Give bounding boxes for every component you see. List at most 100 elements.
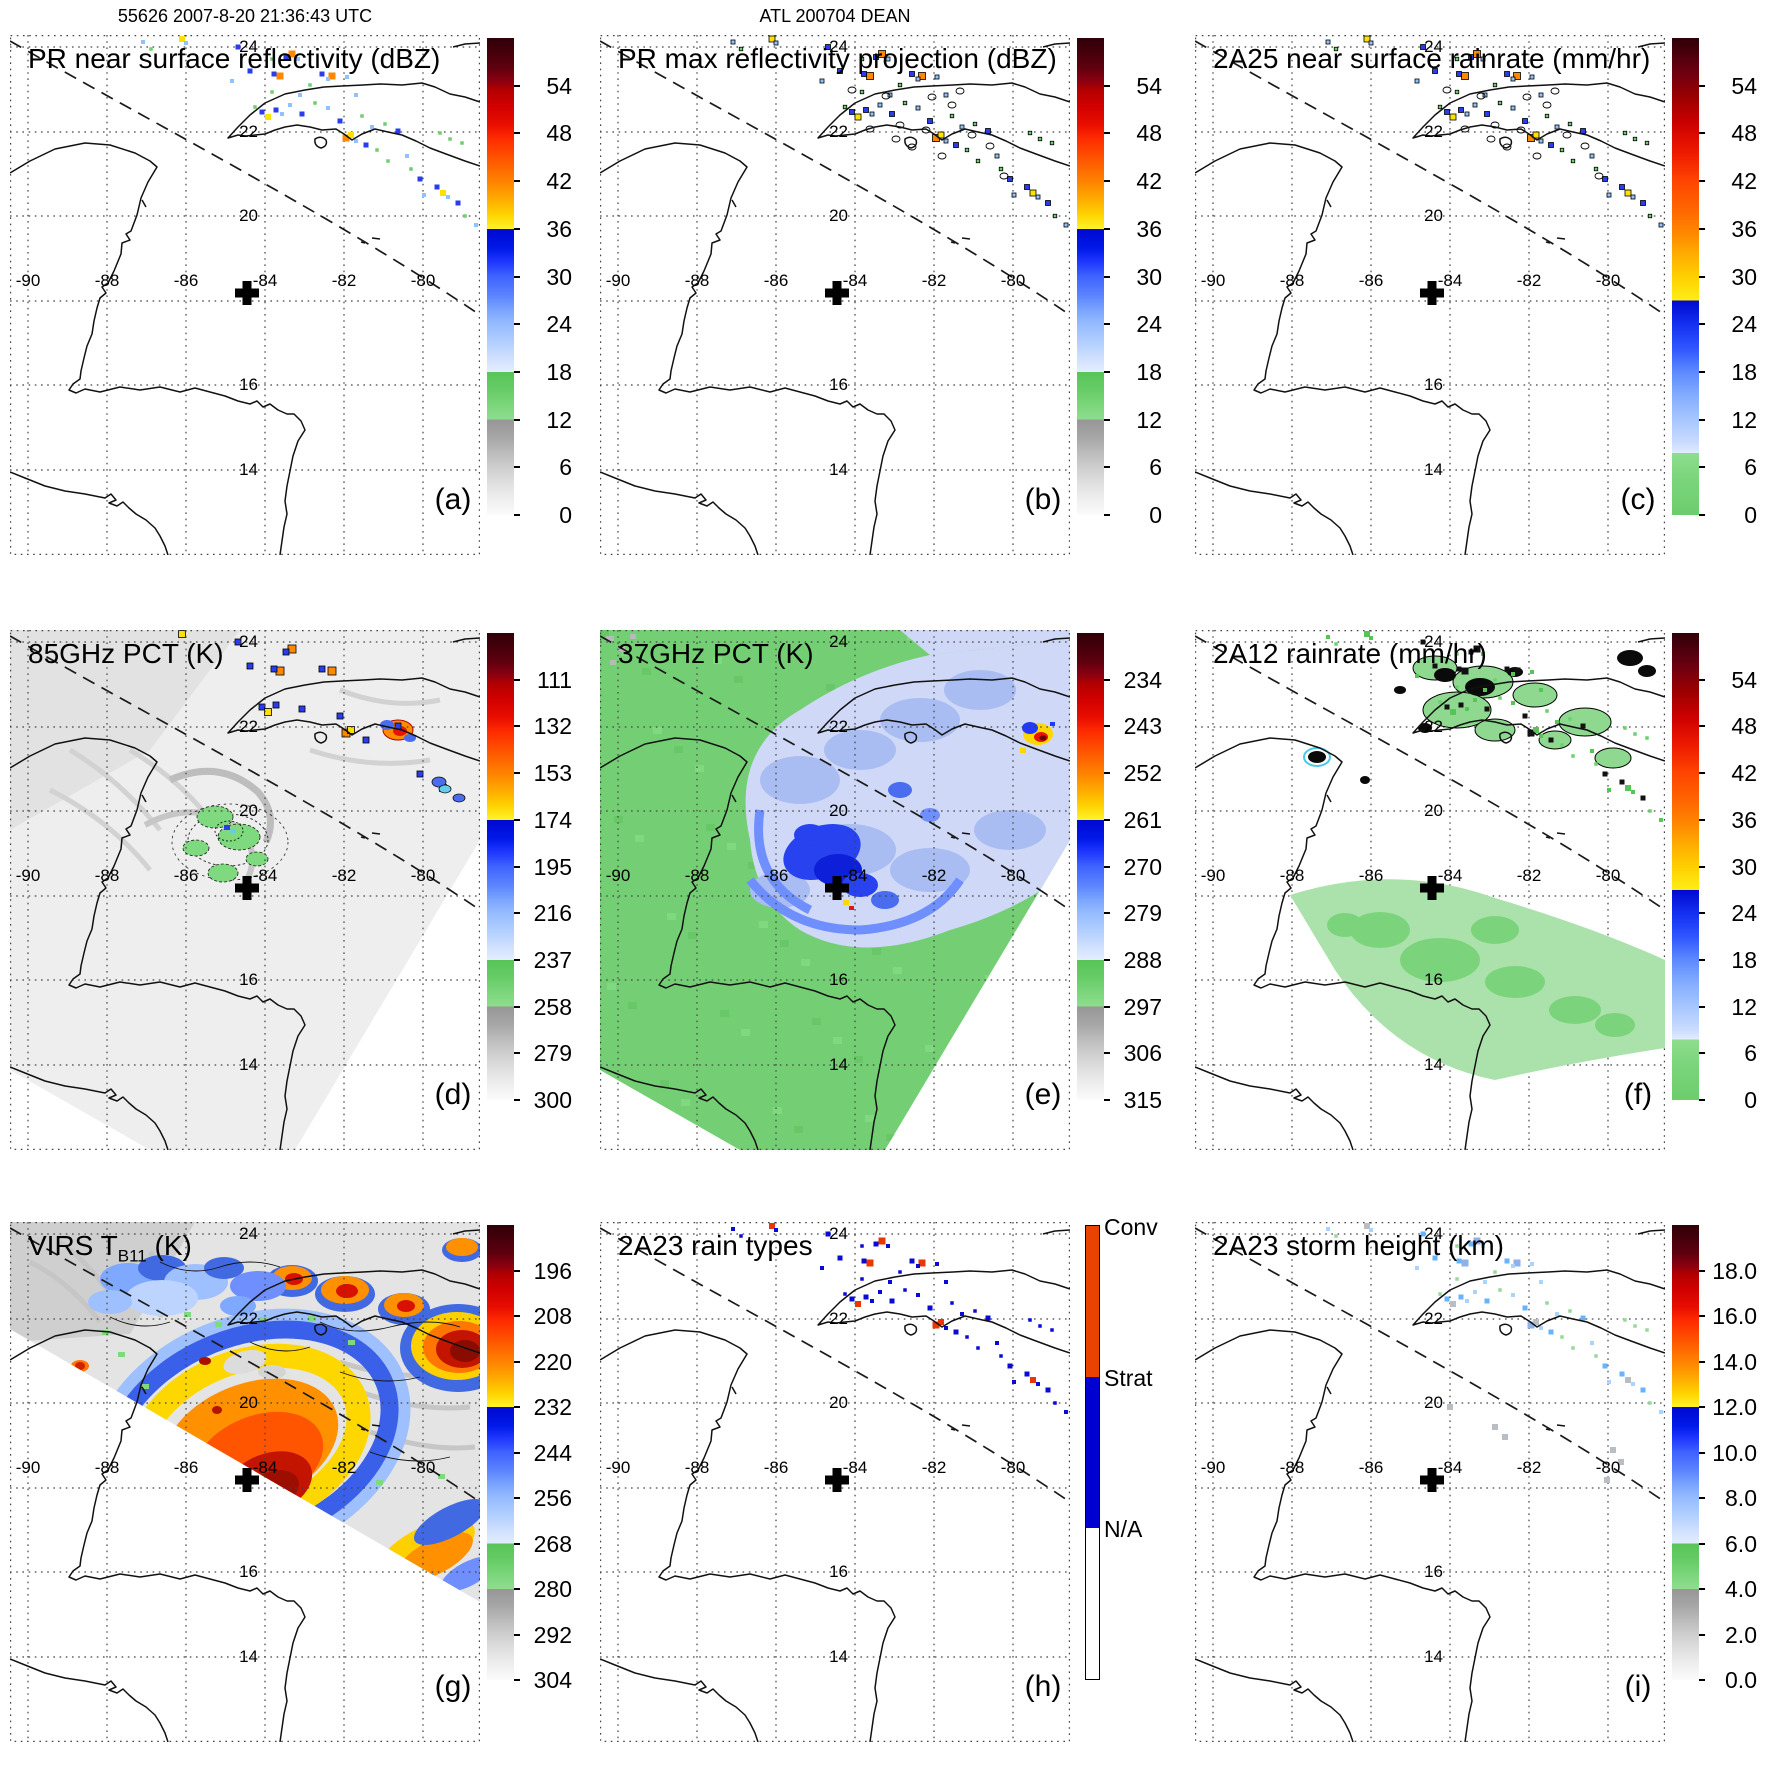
colorbar-label: 174 [533, 806, 572, 833]
colorbar-label: 234 [1123, 666, 1162, 693]
colorbar-tick [1699, 912, 1705, 915]
svg-text:-86: -86 [764, 271, 789, 290]
colorbar-label: 54 [1136, 72, 1162, 99]
colorbar-label: 12 [546, 406, 572, 433]
panel-a: 24 22 20 16 14 -90 -88 -86 -84 -82 -80 PR near surf… [10, 35, 590, 555]
colorbar-tick [1699, 180, 1705, 183]
colorbar-tick [514, 678, 520, 681]
colorbar-label: 252 [1123, 760, 1162, 787]
colorbar-label: 24 [546, 311, 572, 338]
panel-c: 24 22 20 16 14 -90 -88 -86 -84 -82 -80 2A25 near su… [1195, 35, 1771, 555]
colorbar-label: 196 [533, 1257, 572, 1284]
map-canvas-i: 24 22 20 16 14 -90 -88 -86 -84 -82 -80 [1195, 1222, 1665, 1742]
panel-b: 24 22 20 16 14 -90 -88 -86 -84 -82 -80 PR max refle… [600, 35, 1180, 555]
svg-text:16: 16 [1424, 375, 1443, 394]
colorbar-label: 36 [1731, 215, 1757, 242]
svg-text:22: 22 [1424, 717, 1443, 736]
colorbar-label: 288 [1123, 946, 1162, 973]
svg-text:24: 24 [1424, 1224, 1443, 1243]
svg-text:-86: -86 [174, 271, 199, 290]
svg-text:22: 22 [239, 717, 258, 736]
svg-text:-84: -84 [253, 866, 278, 885]
svg-text:16: 16 [829, 1562, 848, 1581]
svg-text:-80: -80 [1001, 866, 1026, 885]
svg-text:-86: -86 [174, 866, 199, 885]
panel-title-a: PR near surface reflectivity (dBZ) [28, 43, 441, 74]
colorbar-tick [514, 818, 520, 821]
colorbar-label: 30 [546, 263, 572, 290]
svg-text:-88: -88 [95, 1458, 120, 1477]
colorbar-tick [1104, 772, 1110, 775]
panel-letter-e: (e) [1024, 1078, 1062, 1111]
colorbar-tick [514, 1052, 520, 1055]
colorbar-tick [1699, 725, 1705, 728]
colorbar-tick [514, 1633, 520, 1636]
svg-text:-86: -86 [1359, 866, 1384, 885]
colorbar-label: 54 [1731, 72, 1757, 99]
svg-text:-84: -84 [843, 271, 868, 290]
svg-text:-90: -90 [16, 271, 41, 290]
svg-text:14: 14 [239, 460, 258, 479]
panel-title-g: VIRS TB11 (K) [28, 1230, 192, 1266]
colorbar-tick [1699, 1315, 1705, 1317]
svg-text:16: 16 [1424, 1562, 1443, 1581]
svg-text:-86: -86 [764, 866, 789, 885]
colorbar-label: 6 [1149, 454, 1162, 481]
colorbar-label: 315 [1123, 1087, 1162, 1113]
colorbar-label: 24 [1136, 311, 1162, 338]
colorbar-tick [1699, 275, 1705, 278]
raintype-label: N/A [1104, 1516, 1143, 1542]
svg-text:-84: -84 [843, 1458, 868, 1477]
colorbar-tick [514, 865, 520, 868]
colorbar-label: 42 [1731, 760, 1757, 787]
colorbar-label: 195 [533, 853, 572, 880]
svg-text:16: 16 [239, 375, 258, 394]
colorbar-label: 2.0 [1725, 1621, 1757, 1648]
colorbar-tick [1104, 725, 1110, 728]
svg-text:14: 14 [239, 1647, 258, 1666]
colorbar-tick [1699, 418, 1705, 421]
svg-text:-88: -88 [1280, 866, 1305, 885]
map-canvas-h: 24 22 20 16 14 -90 -88 -86 -84 -82 -80 [600, 1222, 1070, 1742]
svg-text:-80: -80 [411, 271, 436, 290]
colorbar-tick [514, 1679, 520, 1681]
colorbar-tick [1699, 370, 1705, 373]
svg-text:16: 16 [239, 1562, 258, 1581]
colorbar-label: 30 [1731, 263, 1757, 290]
panel-d: 24 22 20 16 14 -90 -88 -86 -84 -82 -80 85GHz PCT (K… [10, 630, 590, 1150]
colorbar-label: 24 [1731, 900, 1757, 927]
colorbar-tick [1699, 678, 1705, 681]
panel-letter-h: (h) [1024, 1670, 1062, 1703]
colorbar-label: 6.0 [1725, 1530, 1757, 1557]
colorbar-tick [514, 466, 520, 469]
colorbar-tick [514, 1542, 520, 1545]
svg-text:24: 24 [1424, 37, 1443, 56]
map-canvas-b: 24 22 20 16 14 -90 -88 -86 -84 -82 -80 [600, 35, 1070, 555]
svg-text:22: 22 [829, 717, 848, 736]
panel-title-b: PR max reflectivity projection (dBZ) [618, 43, 1057, 74]
panel-letter-b: (b) [1024, 483, 1062, 516]
colorbar-label: 6 [1744, 454, 1757, 481]
colorbar-label: 243 [1123, 713, 1162, 740]
colorbar-tick [1104, 678, 1110, 681]
colorbar-label: 279 [533, 1040, 572, 1067]
colorbar-g [487, 1225, 514, 1680]
colorbar-tick [1104, 865, 1110, 868]
svg-text:16: 16 [239, 970, 258, 989]
svg-text:-86: -86 [764, 1458, 789, 1477]
colorbar-tick [514, 132, 520, 135]
colorbar-tick [514, 1406, 520, 1408]
colorbar-label: 18 [1136, 358, 1162, 385]
colorbar-f [1672, 633, 1699, 1100]
colorbar-tick [1104, 370, 1110, 373]
colorbar-label: 279 [1123, 900, 1162, 927]
svg-text:14: 14 [239, 1055, 258, 1074]
colorbar-label: 36 [546, 215, 572, 242]
svg-text:14: 14 [829, 460, 848, 479]
colorbar-label: 8.0 [1725, 1485, 1757, 1511]
colorbar-tick [1104, 227, 1110, 230]
colorbar-tick [1699, 772, 1705, 775]
panel-title-c: 2A25 near surface rainrate (mm/hr) [1213, 43, 1651, 74]
svg-text:24: 24 [239, 37, 258, 56]
svg-text:-84: -84 [1438, 271, 1463, 290]
